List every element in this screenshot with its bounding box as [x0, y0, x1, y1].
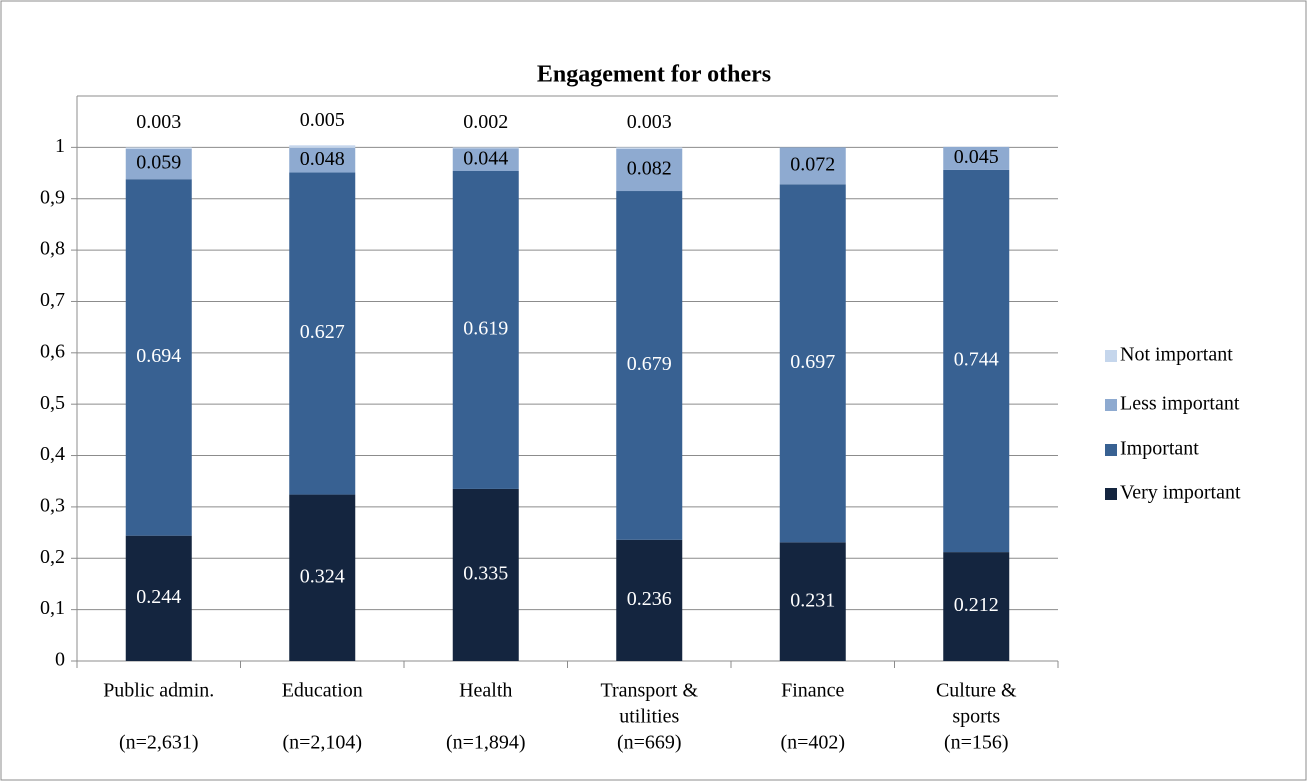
legend-swatch	[1105, 350, 1117, 362]
y-tick-label: 0,8	[40, 238, 65, 260]
data-label: 0.212	[954, 594, 999, 616]
x-tick-label: (n=1,894)	[446, 732, 526, 754]
data-label: 0.072	[790, 153, 835, 175]
data-label: 0.003	[627, 111, 672, 133]
y-tick-label: 0,5	[40, 392, 65, 414]
data-label: 0.059	[136, 152, 181, 174]
data-label: 0.627	[300, 321, 345, 343]
data-label: 0.236	[627, 588, 672, 610]
x-tick-label: Health	[459, 680, 512, 702]
y-tick-label: 0,2	[40, 546, 65, 568]
bar-segment	[943, 146, 1010, 170]
x-tick-label: utilities	[619, 706, 679, 728]
bar-segment	[616, 191, 683, 540]
data-label: 0.048	[300, 148, 345, 170]
data-label: 0.231	[790, 589, 835, 611]
y-tick-label: 0,4	[40, 443, 65, 465]
bar-segment	[452, 148, 519, 171]
x-tick-label: (n=669)	[617, 732, 682, 754]
x-tick-label: Education	[282, 680, 363, 702]
data-label: 0.744	[954, 349, 999, 371]
x-tick-label: (n=402)	[780, 732, 845, 754]
legend-label: Important	[1120, 438, 1199, 460]
data-label: 0.002	[463, 111, 508, 133]
bar-segment	[943, 169, 1010, 553]
y-tick-label: 0	[55, 649, 65, 671]
bar-segment	[616, 539, 683, 661]
legend-swatch	[1105, 444, 1117, 456]
data-label: 0.679	[627, 353, 672, 375]
bar-segment	[125, 179, 192, 536]
bar-segment	[452, 170, 519, 489]
x-tick-label: (n=156)	[944, 732, 1009, 754]
bar-segment	[125, 535, 192, 661]
y-tick-label: 0,7	[40, 289, 65, 311]
bar-segment	[779, 147, 846, 185]
legend-swatch	[1105, 399, 1117, 411]
bar-segment	[125, 147, 192, 149]
x-tick-label: sports	[952, 706, 1000, 728]
bar-segment	[779, 184, 846, 543]
data-label: 0.005	[300, 109, 345, 131]
bar-segment	[616, 148, 683, 192]
bar-segment	[289, 147, 356, 173]
x-tick-label: (n=2,104)	[282, 732, 362, 754]
y-tick-label: 1	[55, 135, 65, 157]
bar-segment	[125, 148, 192, 180]
data-label: 0.244	[136, 586, 181, 608]
data-label: 0.045	[954, 146, 999, 168]
data-label: 0.044	[463, 147, 508, 169]
legend-swatch	[1105, 488, 1117, 500]
data-label: 0.082	[627, 158, 672, 180]
data-label: 0.697	[790, 351, 835, 373]
bar-segment	[943, 552, 1010, 661]
legend-label: Very important	[1120, 482, 1241, 504]
y-tick-label: 0,9	[40, 186, 65, 208]
x-tick-label: Culture &	[936, 680, 1017, 702]
bar-segment	[289, 172, 356, 495]
data-label: 0.003	[136, 111, 181, 133]
x-tick-label: (n=2,631)	[119, 732, 199, 754]
x-tick-label: Public admin.	[103, 680, 214, 702]
y-tick-label: 0,1	[40, 597, 65, 619]
legend-label: Less important	[1120, 393, 1240, 415]
data-label: 0.324	[300, 565, 345, 587]
bar-segment	[452, 488, 519, 661]
bar-segment	[616, 147, 683, 149]
x-tick-label: Finance	[781, 680, 844, 702]
bar-segment	[289, 145, 356, 148]
data-label: 0.619	[463, 318, 508, 340]
chart-title: Engagement for others	[537, 62, 771, 88]
x-tick-label: Transport &	[600, 680, 698, 702]
legend-label: Not important	[1120, 344, 1233, 366]
bar-segment	[452, 147, 519, 149]
data-label: 0.335	[463, 563, 508, 585]
data-label: 0.694	[136, 345, 181, 367]
bar-segment	[289, 494, 356, 661]
bar-segment	[779, 542, 846, 661]
y-tick-label: 0,6	[40, 340, 65, 362]
y-tick-label: 0,3	[40, 495, 65, 517]
